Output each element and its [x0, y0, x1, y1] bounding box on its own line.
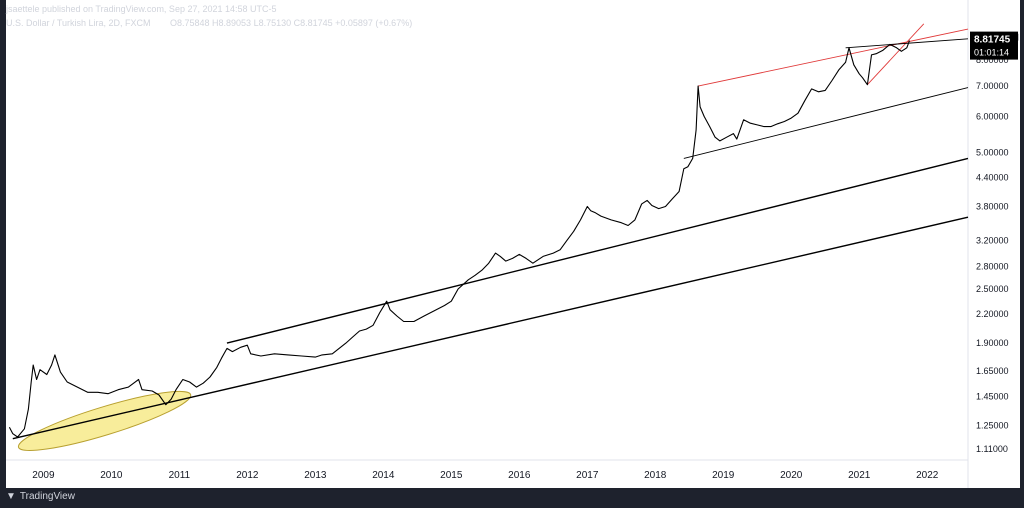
y-tick-label: 1.11000 — [976, 444, 1008, 454]
tradingview-brand: TradingView — [19, 491, 75, 502]
trendline-red-1[interactable] — [867, 23, 925, 86]
y-tick-label: 1.45000 — [976, 391, 1009, 401]
x-tick-label: 2017 — [576, 470, 599, 481]
y-tick-label: 1.90000 — [976, 338, 1009, 348]
y-tick-label: 1.65000 — [976, 366, 1009, 376]
y-tick-label: 6.00000 — [976, 111, 1009, 121]
y-tick-label: 1.25000 — [976, 421, 1009, 431]
trendline-red-0[interactable] — [698, 28, 969, 87]
trendline-black-4[interactable] — [226, 157, 969, 344]
x-tick-label: 2019 — [712, 470, 735, 481]
price-tag-value: 8.81745 — [974, 35, 1011, 46]
published-by-text: jsaettele published on TradingView.com, … — [6, 4, 277, 14]
ohlc-readout: O8.75848 H8.89053 L8.75130 C8.81745 +0.0… — [170, 18, 413, 28]
trendline-black-3[interactable] — [683, 87, 969, 159]
x-tick-label: 2011 — [169, 470, 191, 481]
y-tick-label: 2.80000 — [976, 262, 1009, 272]
y-tick-label: 5.00000 — [976, 147, 1009, 157]
price-tag-countdown: 01:01:14 — [974, 48, 1009, 58]
y-tick-label: 3.80000 — [976, 202, 1009, 212]
x-tick-label: 2022 — [916, 470, 939, 481]
x-tick-label: 2020 — [780, 470, 803, 481]
x-tick-label: 2014 — [372, 470, 395, 481]
y-tick-label: 2.50000 — [976, 284, 1009, 294]
x-tick-label: 2012 — [236, 470, 259, 481]
y-tick-label: 2.20000 — [976, 309, 1009, 319]
price-series-line[interactable] — [8, 40, 911, 438]
y-tick-label: 4.40000 — [976, 173, 1009, 183]
y-tick-label: 7.00000 — [976, 81, 1009, 91]
x-tick-label: 2016 — [508, 470, 531, 481]
y-tick-label: 3.20000 — [976, 235, 1009, 245]
x-tick-label: 2018 — [644, 470, 667, 481]
tradingview-footer[interactable]: ▼ TradingView — [6, 491, 75, 502]
trendline-black-5[interactable] — [12, 216, 969, 440]
symbol-title[interactable]: U.S. Dollar / Turkish Lira, 2D, FXCM — [6, 18, 151, 28]
x-tick-label: 2015 — [440, 470, 463, 481]
x-tick-label: 2010 — [100, 470, 123, 481]
x-tick-label: 2013 — [304, 470, 327, 481]
x-tick-label: 2009 — [32, 470, 55, 481]
y-tick-label: 8.00000 — [976, 55, 1009, 65]
trendline-black-2[interactable] — [845, 38, 969, 49]
price-tag-box — [970, 31, 1018, 60]
highlight-ellipse — [17, 390, 192, 451]
x-tick-label: 2021 — [848, 470, 871, 481]
tradingview-logo-icon: ▼ — [6, 491, 16, 502]
